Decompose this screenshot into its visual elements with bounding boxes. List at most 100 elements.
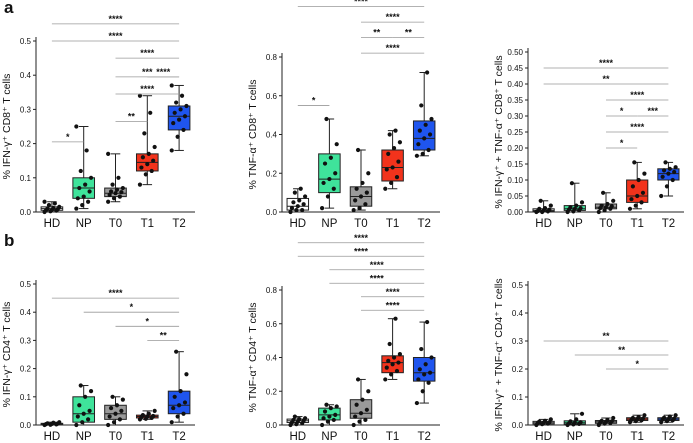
data-point-np: [322, 409, 328, 414]
data-point-hd: [289, 206, 295, 211]
data-point-np: [572, 206, 577, 211]
data-point-t1: [640, 190, 646, 195]
y-tick-label: 0.30: [507, 112, 523, 121]
data-point-t1: [151, 158, 156, 163]
data-point-t1: [640, 416, 646, 421]
y-tick-label: 0.15: [507, 160, 523, 169]
data-point-hd: [292, 414, 297, 419]
data-point-t0: [609, 204, 614, 209]
x-tick-label-hd: HD: [44, 431, 61, 443]
data-point-t2: [177, 117, 182, 122]
data-point-hd: [57, 204, 62, 209]
data-point-t1: [636, 415, 641, 420]
chart-a3: 0.00 0.05 0.10 0.15 0.20 0.25 0.30 0.35 0.40 0.45…: [493, 48, 684, 230]
data-point-t1: [397, 352, 403, 357]
significance-label: *: [130, 302, 134, 312]
data-point-t1: [630, 415, 635, 421]
x-tick-label-t1: T1: [141, 218, 154, 230]
data-point-hd: [300, 207, 305, 213]
data-point-np: [328, 155, 333, 160]
box-np: [318, 118, 341, 209]
data-point-hd: [297, 198, 302, 203]
data-point-t1: [389, 180, 394, 186]
data-point-t0: [107, 414, 112, 419]
significance-label: **: [128, 111, 136, 121]
data-point-hd: [295, 204, 300, 209]
data-point-t2: [179, 93, 185, 98]
data-point-t0: [357, 206, 362, 211]
data-point-t0: [363, 202, 368, 207]
significance-label: *: [312, 95, 316, 105]
data-point-t0: [114, 187, 120, 192]
data-point-t0: [611, 198, 616, 203]
data-point-np: [86, 199, 91, 204]
data-point-t0: [357, 419, 362, 424]
data-point-np: [334, 142, 339, 147]
data-point-t2: [417, 367, 422, 372]
data-point-t0: [364, 190, 369, 195]
data-point-t2: [427, 132, 433, 137]
data-point-hd: [291, 200, 296, 205]
data-point-hd: [537, 419, 542, 424]
data-point-t0: [601, 190, 606, 195]
data-point-np: [333, 171, 338, 176]
data-point-t1: [140, 413, 145, 418]
data-point-np: [325, 194, 331, 199]
data-point-t0: [119, 408, 124, 413]
data-point-np: [327, 414, 332, 419]
significance-label: ****: [354, 246, 369, 256]
data-point-t2: [419, 103, 424, 108]
data-point-hd: [537, 206, 542, 211]
data-point-np: [569, 181, 575, 186]
y-tick-label: 0.3: [20, 336, 32, 345]
data-point-np: [319, 422, 325, 428]
box-iqr: [72, 396, 96, 423]
data-point-t2: [429, 355, 434, 360]
data-point-t2: [416, 142, 421, 147]
data-point-hd: [288, 209, 293, 215]
data-point-t1: [397, 140, 403, 145]
data-point-hd: [301, 202, 306, 207]
data-point-t1: [632, 160, 637, 165]
box-t2: [167, 351, 191, 423]
data-point-np: [334, 404, 339, 409]
data-point-hd: [538, 198, 543, 203]
data-point-t2: [172, 394, 177, 399]
data-point-np: [322, 161, 328, 166]
data-point-t2: [169, 83, 174, 88]
x-tick-label-t1: T1: [630, 218, 643, 230]
data-point-t1: [396, 159, 401, 164]
data-point-np: [578, 206, 583, 211]
x-tick-label-np: NP: [321, 218, 337, 230]
data-point-t1: [383, 377, 388, 382]
data-point-t2: [178, 107, 183, 112]
y-tick-label: 0.2: [266, 387, 278, 396]
data-point-t0: [108, 189, 114, 194]
data-point-np: [331, 186, 336, 191]
y-tick-label: 0.2: [20, 140, 32, 149]
significance-label: ****: [140, 84, 155, 94]
data-point-t0: [364, 407, 369, 412]
x-tick-label-hd: HD: [44, 218, 61, 230]
x-tick-label-t1: T1: [630, 431, 643, 443]
data-point-t0: [603, 205, 609, 210]
data-point-t2: [422, 136, 427, 141]
data-point-t2: [175, 414, 180, 419]
significance-label: **: [373, 28, 381, 38]
data-point-hd: [52, 201, 57, 206]
data-point-np: [78, 168, 83, 174]
data-point-t0: [605, 417, 610, 423]
data-point-t1: [633, 203, 638, 208]
data-point-t1: [394, 368, 400, 374]
significance-label: ****: [354, 0, 369, 7]
data-point-t2: [178, 389, 183, 394]
data-point-t2: [427, 370, 433, 375]
data-point-np: [328, 406, 333, 411]
data-point-t0: [354, 402, 359, 407]
data-point-t0: [609, 419, 614, 424]
data-point-t1: [393, 316, 398, 321]
significance-label: ***: [142, 67, 153, 77]
data-point-np: [75, 414, 80, 419]
data-point-t1: [148, 110, 153, 115]
data-point-t1: [140, 155, 145, 160]
